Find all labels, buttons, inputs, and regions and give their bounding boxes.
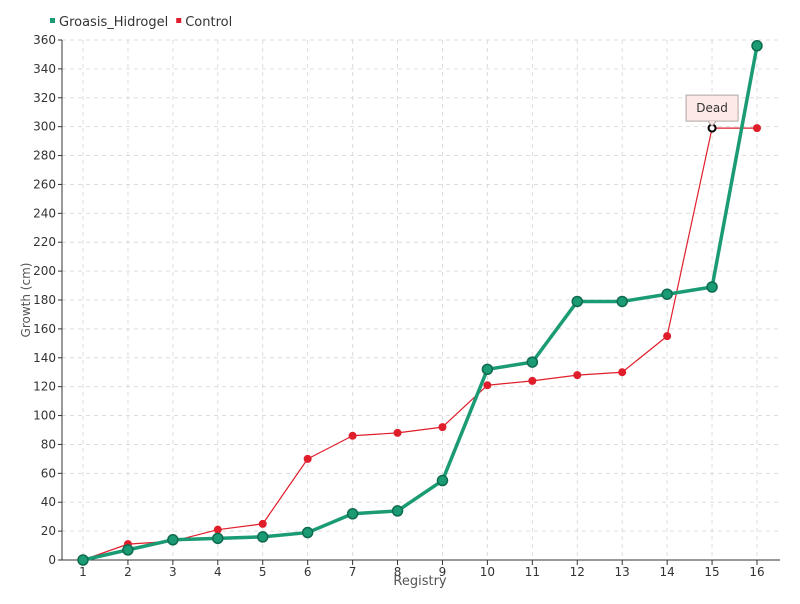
data-point-groasis-hidrogel[interactable] [391, 505, 404, 517]
y-tick-label: 360 [33, 33, 56, 47]
data-point-groasis-hidrogel[interactable] [122, 544, 134, 556]
x-tick-label: 4 [214, 565, 222, 579]
y-tick-label: 20 [41, 524, 56, 538]
x-tick-label: 8 [394, 565, 402, 579]
callout-pointer [707, 120, 717, 127]
data-point-control[interactable] [528, 376, 537, 385]
y-tick-label: 40 [41, 495, 56, 509]
annotation-callout: Dead [685, 94, 739, 127]
y-tick-label: 260 [33, 177, 56, 191]
data-point-control[interactable] [663, 332, 672, 341]
x-tick-label: 16 [749, 565, 764, 579]
y-tick-label: 300 [33, 120, 56, 134]
series-layer [77, 40, 763, 566]
series-line-control [82, 127, 757, 561]
y-tick-label: 100 [33, 409, 56, 423]
x-tick-label: 14 [659, 565, 674, 579]
data-point-control[interactable] [393, 428, 402, 437]
legend-swatch [176, 18, 182, 23]
data-point-groasis-hidrogel[interactable] [256, 531, 269, 543]
y-tick-label: 120 [33, 380, 56, 394]
y-tick-label: 60 [41, 466, 56, 480]
x-tick-label: 7 [349, 565, 357, 579]
data-point-groasis-hidrogel[interactable] [346, 508, 359, 520]
x-tick-label: 6 [304, 565, 312, 579]
data-point-groasis-hidrogel[interactable] [77, 554, 89, 566]
x-tick-label: 3 [169, 565, 177, 579]
y-tick-label: 180 [33, 293, 56, 307]
data-point-control[interactable] [483, 381, 492, 390]
data-point-control[interactable] [213, 525, 222, 534]
y-tick-label: 240 [33, 206, 56, 220]
axes: 0 20 40 60 80 100 120 140 160 180 200 220 240 260 280 3… [33, 33, 780, 579]
legend-label[interactable]: Control [185, 15, 232, 30]
data-point-control[interactable] [618, 368, 627, 377]
series-line-groasis-hidrogel [82, 45, 759, 562]
data-point-groasis-hidrogel[interactable] [526, 356, 539, 368]
y-tick-label: 0 [48, 553, 56, 567]
legend-label[interactable]: Groasis_Hidrogel [59, 15, 168, 30]
y-tick-label: 280 [33, 149, 56, 163]
legend-swatch [50, 18, 55, 23]
annotations: Dead [685, 94, 739, 133]
x-tick-label: 2 [124, 565, 132, 579]
data-point-control[interactable] [438, 423, 447, 432]
data-point-control[interactable] [573, 371, 582, 380]
y-tick-label: 220 [33, 235, 56, 249]
x-axis-title: Registry [393, 574, 447, 589]
x-tick-label: 10 [480, 565, 495, 579]
y-axis-title: Growth (cm) [19, 263, 33, 338]
y-tick-label: 140 [33, 351, 56, 365]
data-point-groasis-hidrogel[interactable] [706, 281, 718, 293]
data-point-control[interactable] [258, 519, 267, 528]
data-point-groasis-hidrogel[interactable] [481, 363, 494, 376]
data-point-control[interactable] [753, 124, 761, 133]
data-point-control[interactable] [303, 454, 312, 463]
annotation-label: Dead [696, 101, 728, 115]
data-point-groasis-hidrogel[interactable] [571, 295, 584, 308]
x-tick-label: 13 [615, 565, 630, 579]
x-tick-label: 9 [439, 565, 447, 579]
grid [62, 39, 780, 560]
y-tick-label: 320 [33, 91, 56, 105]
data-point-groasis-hidrogel[interactable] [661, 288, 673, 300]
y-tick-label: 200 [33, 264, 56, 278]
y-tick-label: 340 [33, 62, 56, 76]
data-point-groasis-hidrogel[interactable] [301, 526, 314, 539]
data-point-groasis-hidrogel[interactable] [212, 532, 224, 545]
legend: Groasis_Hidrogel Control [50, 15, 232, 30]
x-tick-label: 11 [525, 565, 540, 579]
data-point-groasis-hidrogel[interactable] [167, 534, 179, 546]
data-point-groasis-hidrogel[interactable] [436, 474, 449, 487]
data-point-groasis-hidrogel[interactable] [616, 295, 628, 308]
x-tick-label: 5 [259, 565, 267, 579]
x-tick-label: 15 [704, 565, 719, 579]
x-tick-label: 12 [570, 565, 585, 579]
data-point-control[interactable] [348, 431, 357, 440]
y-tick-label: 160 [33, 322, 56, 336]
y-tick-label: 80 [41, 437, 56, 451]
data-point-groasis-hidrogel[interactable] [751, 40, 763, 52]
x-tick-label: 1 [79, 565, 87, 579]
